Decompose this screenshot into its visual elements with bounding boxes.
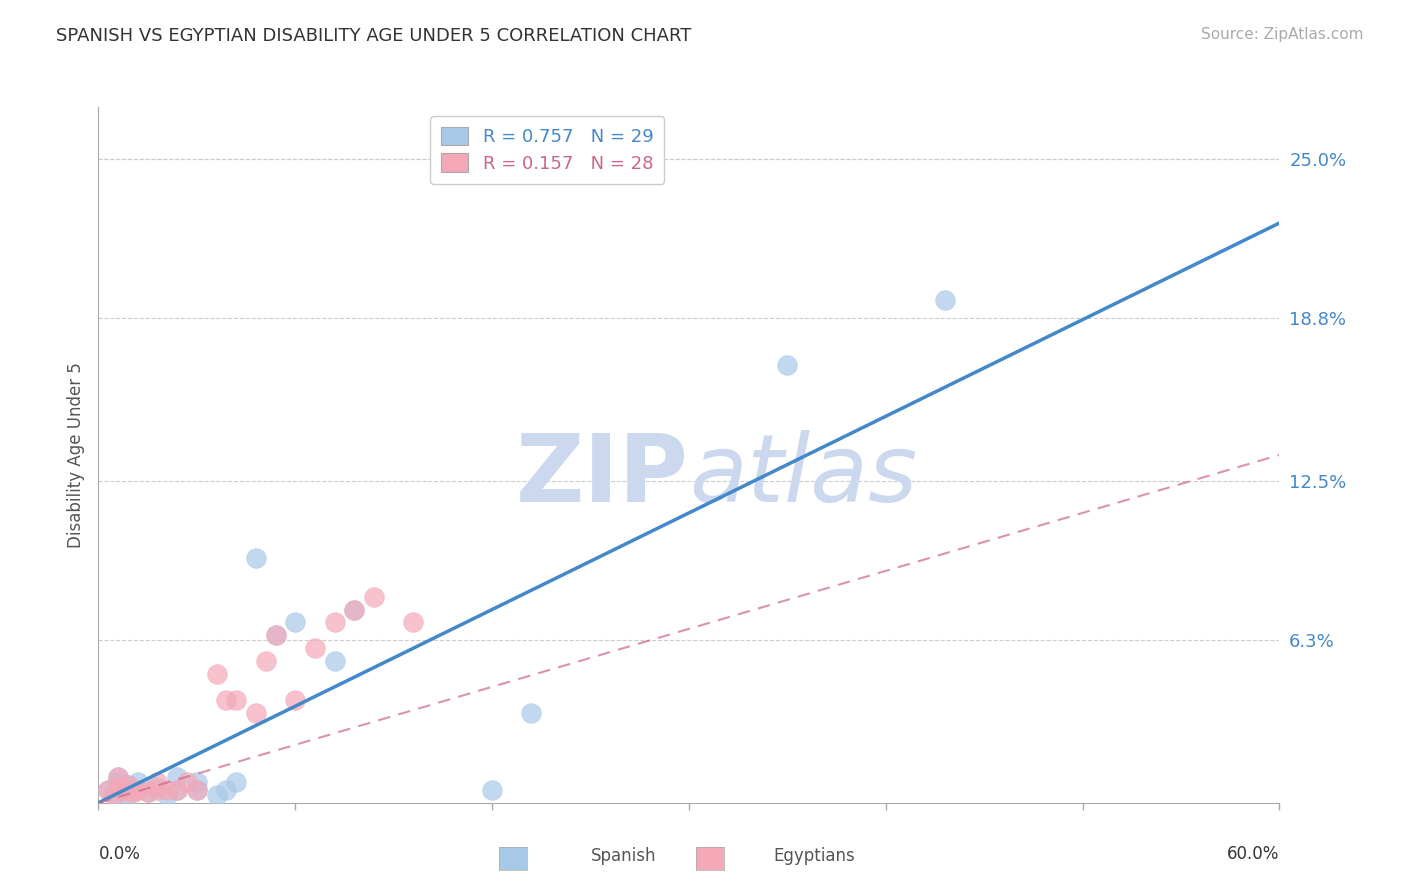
Point (156, 783, 179, 797)
Point (520, 706, 543, 720)
Y-axis label: Disability Age Under 5: Disability Age Under 5 (66, 362, 84, 548)
Point (776, 358, 799, 372)
Point (127, 783, 149, 797)
Point (323, 615, 346, 630)
Point (166, 783, 188, 797)
Point (127, 783, 149, 797)
Point (166, 770, 188, 784)
Point (111, 783, 134, 797)
Point (136, 785, 159, 799)
Text: SPANISH VS EGYPTIAN DISABILITY AGE UNDER 5 CORRELATION CHART: SPANISH VS EGYPTIAN DISABILITY AGE UNDER… (56, 27, 692, 45)
Point (186, 783, 208, 797)
Text: Spanish: Spanish (591, 847, 657, 865)
Point (107, 770, 129, 784)
Point (343, 602, 366, 616)
Point (284, 615, 307, 630)
Point (107, 780, 129, 795)
Point (122, 783, 145, 797)
Point (245, 551, 267, 566)
Point (402, 615, 425, 630)
Point (117, 788, 139, 802)
Text: ZIP: ZIP (516, 430, 689, 522)
Point (225, 692, 247, 706)
Text: 0.0%: 0.0% (98, 845, 141, 863)
Point (103, 788, 125, 802)
Text: Egyptians: Egyptians (773, 847, 855, 865)
Point (215, 783, 238, 797)
Point (103, 788, 125, 802)
Point (176, 775, 198, 789)
Point (264, 628, 287, 642)
Point (245, 706, 267, 720)
Point (136, 785, 159, 799)
Point (284, 692, 307, 706)
Point (122, 785, 145, 799)
Text: 60.0%: 60.0% (1227, 845, 1279, 863)
Point (343, 602, 366, 616)
Point (186, 783, 208, 797)
Point (166, 783, 188, 797)
Point (97, 783, 120, 797)
Legend: R = 0.757   N = 29, R = 0.157   N = 28: R = 0.757 N = 29, R = 0.157 N = 28 (430, 116, 664, 184)
Point (146, 775, 169, 789)
Point (146, 783, 169, 797)
Point (934, 293, 956, 308)
Point (225, 775, 247, 789)
Text: atlas: atlas (689, 430, 917, 521)
Point (117, 778, 139, 792)
Point (481, 783, 503, 797)
Point (117, 785, 139, 799)
Point (215, 692, 238, 706)
Point (146, 780, 169, 795)
Point (127, 775, 149, 789)
Point (97, 783, 120, 797)
Point (254, 654, 277, 668)
Point (264, 628, 287, 642)
Point (323, 654, 346, 668)
Point (186, 775, 208, 789)
Point (205, 788, 228, 802)
Point (304, 641, 326, 656)
Point (107, 775, 129, 789)
Point (107, 770, 129, 784)
Point (156, 788, 179, 802)
Text: Source: ZipAtlas.com: Source: ZipAtlas.com (1201, 27, 1364, 42)
Point (111, 783, 134, 797)
Point (117, 778, 139, 792)
Point (205, 667, 228, 681)
Point (363, 590, 385, 604)
